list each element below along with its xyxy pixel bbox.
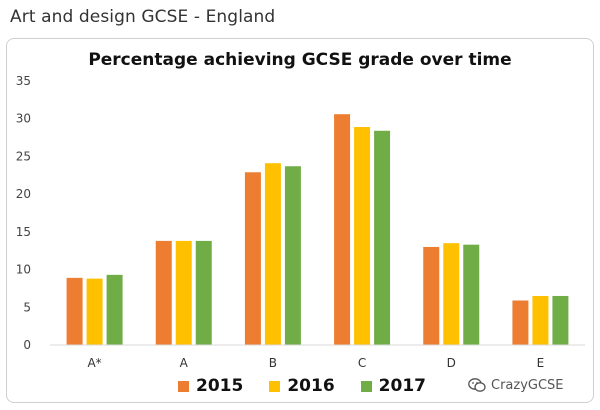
x-tick-label: D	[447, 356, 456, 370]
legend-swatch-2017	[360, 380, 372, 392]
y-tick-label: 15	[16, 225, 31, 239]
y-tick-label: 5	[23, 300, 31, 314]
bar-2015-A*[interactable]	[66, 277, 83, 345]
bar-2016-B[interactable]	[264, 163, 281, 345]
bar-2017-C[interactable]	[374, 130, 391, 345]
x-tick-label: A	[180, 356, 189, 370]
legend-item-2017[interactable]: 2017	[360, 376, 426, 396]
legend-label-2015: 2015	[196, 376, 244, 396]
bar-2016-A*[interactable]	[86, 278, 103, 345]
x-tick-label: E	[537, 356, 545, 370]
bar-2017-B[interactable]	[284, 166, 301, 345]
bars	[66, 114, 569, 345]
legend-item-2016[interactable]: 2016	[269, 376, 335, 396]
chart-title: Percentage achieving GCSE grade over tim…	[88, 50, 512, 70]
x-tick-label: A*	[87, 356, 101, 370]
x-axis: A* A B C D E	[50, 344, 585, 370]
y-tick-label: 10	[16, 263, 31, 277]
bar-2016-D[interactable]	[443, 243, 460, 345]
page-heading: Art and design GCSE - England	[10, 7, 276, 27]
watermark-text: CrazyGCSE	[491, 377, 564, 393]
x-tick-label: C	[358, 356, 366, 370]
y-tick-label: 35	[16, 74, 31, 88]
bar-2015-A[interactable]	[155, 240, 172, 345]
bar-2015-C[interactable]	[334, 114, 351, 345]
bar-2017-A[interactable]	[195, 240, 212, 345]
legend-swatch-2015	[178, 380, 189, 392]
watermark: CrazyGCSE	[468, 374, 564, 396]
bar-2015-E[interactable]	[512, 300, 529, 345]
y-axis: 0 5 10 15 20 25 30 35	[16, 74, 31, 352]
y-tick-label: 30	[16, 112, 31, 126]
legend: 2015 2016 2017	[178, 375, 426, 397]
bar-2016-A[interactable]	[175, 240, 192, 345]
legend-item-2015[interactable]: 2015	[178, 376, 243, 396]
bar-2015-B[interactable]	[244, 172, 261, 345]
wechat-icon	[468, 378, 486, 392]
bar-2017-D[interactable]	[463, 244, 480, 345]
legend-label-2016: 2016	[287, 376, 335, 396]
y-tick-label: 0	[23, 338, 31, 352]
legend-swatch-2016	[269, 380, 281, 392]
bar-2017-A*[interactable]	[106, 274, 123, 345]
y-tick-label: 20	[16, 187, 31, 201]
bar-2017-E[interactable]	[552, 295, 569, 345]
y-tick-label: 25	[16, 149, 31, 163]
legend-label-2017: 2017	[378, 376, 426, 396]
x-tick-label: B	[269, 356, 277, 370]
bar-2016-E[interactable]	[532, 295, 549, 345]
bar-2016-C[interactable]	[354, 127, 371, 345]
bar-2015-D[interactable]	[423, 246, 440, 345]
